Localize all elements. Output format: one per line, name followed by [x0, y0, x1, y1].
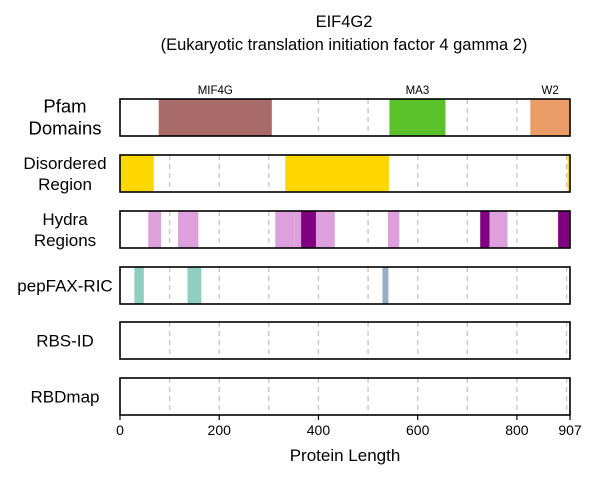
hydra-segment	[558, 211, 570, 248]
track-label: pepFAX-RIC	[17, 277, 112, 296]
x-tick-label: 600	[406, 422, 430, 438]
pfam-segment	[530, 99, 570, 136]
pfam-segment	[389, 99, 446, 136]
pepfax-segment	[187, 267, 202, 304]
disordered-segment	[567, 155, 570, 192]
track-rbsid: RBS-ID	[36, 321, 571, 360]
track-hydra: Hydra Regions	[34, 210, 571, 250]
hydra-segment	[148, 211, 162, 248]
hydra-segment	[178, 211, 199, 248]
x-tick-label: 0	[116, 422, 124, 438]
x-tick-label: 907	[558, 422, 582, 438]
track-label: Domains	[29, 118, 102, 139]
track-rbdmap: RBDmap	[31, 377, 571, 416]
x-tick-label: 400	[307, 422, 331, 438]
hydra-segment	[315, 211, 335, 248]
track-label: RBDmap	[31, 388, 100, 407]
track-frame	[119, 210, 571, 249]
pepfax-segment	[134, 267, 144, 304]
track-label: Regions	[34, 231, 96, 250]
hydra-segment	[301, 211, 316, 248]
pepfax-segment	[382, 267, 389, 304]
domain-label: MA3	[406, 85, 430, 97]
domain-label: MIF4G	[198, 85, 233, 97]
track-label: RBS-ID	[36, 332, 94, 351]
track-frame	[119, 321, 571, 360]
track-label: Region	[38, 175, 92, 194]
disordered-segment	[120, 155, 154, 192]
pfam-segment	[158, 99, 272, 136]
hydra-segment	[294, 211, 302, 248]
x-tick-label: 200	[208, 422, 232, 438]
x-tick-label: 800	[505, 422, 529, 438]
track-pepfax: pepFAX-RIC	[17, 266, 571, 305]
hydra-segment	[387, 211, 400, 248]
track-disordered: Disordered Region	[23, 154, 571, 194]
disordered-segment	[285, 155, 389, 192]
hydra-segment	[489, 211, 508, 248]
hydra-segment	[480, 211, 490, 248]
x-axis-label: Protein Length	[290, 446, 401, 465]
chart-title: EIF4G2	[316, 13, 373, 31]
track-frame	[119, 377, 571, 416]
track-frame	[119, 98, 571, 137]
chart-subtitle: (Eukaryotic translation initiation facto…	[161, 36, 528, 54]
x-axis: 0 200 400 600 800 907	[116, 415, 582, 438]
track-label: Pfam	[43, 96, 86, 117]
hydra-segment	[275, 211, 295, 248]
track-frame	[119, 154, 571, 193]
domain-label: W2	[542, 85, 559, 97]
track-label: Disordered	[23, 154, 106, 173]
track-label: Hydra	[42, 210, 88, 229]
track-frame	[119, 266, 571, 305]
